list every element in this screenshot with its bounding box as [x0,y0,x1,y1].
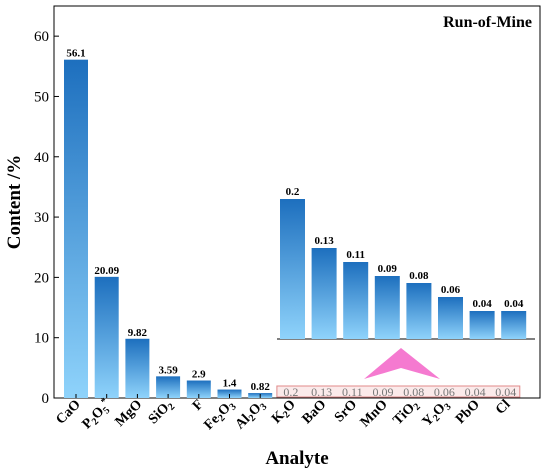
y-tick-label: 0 [42,391,50,407]
zoom-value-label: 0.04 [465,385,486,399]
category-label-text: Cl [493,397,514,418]
category-label: Y2O3 [420,397,454,431]
category-label: MgO [113,397,146,430]
inset-bar [311,248,337,339]
zoom-value-label: 0.2 [283,385,298,399]
y-axis-label: Content /% [4,155,25,249]
y-tick-label: 20 [34,270,49,286]
bar [186,380,211,398]
inset-data-label: 0.13 [314,235,334,247]
zoom-arrow [364,348,440,379]
data-labels: 56.1 20.09 9.82 3.59 2.9 1.4 0.82 [66,48,270,393]
category-label-text: K2O [269,397,300,428]
y-tick-label: 50 [34,89,49,105]
category-label-text: Al2O3 [233,397,270,434]
bar [217,389,242,398]
inset-bar [438,297,463,339]
category-label-text: BaO [300,397,330,427]
plot-frame [53,5,541,399]
x-axis-label: Analyte [265,448,328,469]
y-tick-label: 40 [34,150,49,166]
zoom-indicator: 0.2 0.13 0.11 0.09 0.08 0.06 0.04 0.04 [276,348,521,399]
category-label-text: PbO [453,397,483,427]
inset-bar [374,276,400,339]
category-label: P2O5* [78,396,116,434]
data-label: 9.82 [128,327,148,339]
inset-bar [406,283,432,339]
category-label-text: P2O5* [78,396,116,434]
y-tick-label: 10 [34,331,49,347]
category-label: Al2O3 [233,397,270,434]
inset-bar [469,311,495,339]
inset-chart: 0.2 0.13 0.11 0.09 0.08 0.06 0.04 0.04 [277,186,535,340]
category-label-text: MgO [113,397,146,430]
category-label-text: Y2O3 [420,397,454,431]
category-label: PbO [453,397,483,427]
category-label: K2O [269,397,300,428]
inset-data-label: 0.2 [286,186,300,198]
category-label-text: TiO2 [391,397,423,429]
inset-bar [280,199,305,339]
category-label: BaO [300,397,330,427]
y-tick-label: 30 [34,210,49,226]
zoom-value-label: 0.04 [495,385,516,399]
inset-bar [501,311,527,339]
data-label: 0.82 [251,381,271,393]
inset-data-label: 0.08 [409,270,429,282]
data-label: 3.59 [158,364,178,376]
inset-data-label: 0.11 [346,249,365,261]
zoom-value-label: 0.06 [434,385,455,399]
category-label: Fe2O3 [202,397,239,434]
category-label: F [190,397,207,414]
bar [94,276,119,398]
inset-bar [343,262,369,339]
data-label: 56.1 [66,48,85,60]
category-label: MnO [358,397,391,430]
y-tick-label: 60 [34,29,49,45]
category-label-text: SiO2 [146,397,178,429]
bars [64,59,273,398]
category-label: TiO2 [391,397,423,429]
inset-data-label: 0.04 [472,298,492,310]
inset-data-label: 0.06 [441,284,461,296]
bar [125,338,150,398]
zoom-value-label: 0.11 [342,385,363,399]
category-label: SiO2 [146,397,178,429]
data-label: 20.09 [94,265,119,277]
category-label-text: MnO [358,397,391,430]
zoom-value-label: 0.08 [403,385,424,399]
category-label-text: Fe2O3 [202,397,239,434]
zoom-value-label: 0.09 [373,385,394,399]
category-label: CaO [53,397,83,427]
bar [64,59,88,398]
data-label: 2.9 [192,369,206,381]
zoom-box [276,385,521,398]
category-label-text: CaO [53,397,83,427]
category-label-text: SrO [332,397,360,425]
bar [156,376,181,398]
y-axis: 0 10 20 30 40 50 60 [34,29,59,407]
chart-title: Run-of-Mine [443,14,532,31]
inset-data-label: 0.09 [378,263,398,275]
data-label: 1.4 [223,378,237,390]
category-label: Cl [493,397,514,418]
inset-data-label: 0.04 [504,298,524,310]
zoom-value-label: 0.13 [311,385,332,399]
category-label-text: F [190,397,207,414]
category-label: SrO [332,397,360,425]
